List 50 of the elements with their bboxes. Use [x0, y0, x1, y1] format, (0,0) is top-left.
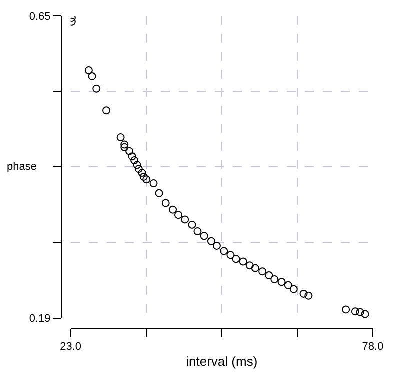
point	[304, 292, 313, 300]
point	[239, 258, 248, 266]
point	[120, 140, 129, 149]
point	[142, 176, 151, 184]
point	[138, 169, 146, 178]
point	[150, 180, 158, 188]
point	[251, 264, 260, 272]
point	[361, 310, 370, 318]
point	[130, 156, 139, 165]
x-tick-label: 78.0	[362, 341, 384, 354]
point	[278, 278, 286, 286]
point	[265, 272, 274, 280]
point	[226, 251, 235, 260]
point	[270, 275, 279, 284]
point	[194, 228, 202, 236]
point	[162, 199, 170, 208]
point	[88, 72, 96, 80]
point	[284, 281, 292, 290]
point	[134, 165, 143, 174]
point	[212, 242, 221, 250]
y-axis-title: phase	[7, 161, 37, 173]
point	[351, 308, 360, 316]
point	[116, 134, 125, 142]
point	[290, 285, 298, 294]
point	[181, 216, 190, 224]
point	[342, 306, 350, 314]
point	[102, 106, 111, 115]
point	[133, 161, 142, 170]
point	[92, 84, 101, 93]
point	[155, 189, 164, 198]
y-tick-label: 0.19	[29, 313, 51, 326]
point	[200, 232, 208, 240]
point	[246, 262, 254, 270]
point	[300, 290, 308, 298]
point	[84, 66, 93, 75]
point	[128, 152, 136, 161]
point	[232, 255, 240, 264]
point	[169, 206, 177, 214]
point	[258, 268, 267, 276]
point	[120, 143, 129, 152]
x-axis-title: interval (ms)	[186, 354, 258, 369]
point	[356, 308, 364, 316]
point	[220, 247, 228, 256]
point	[140, 172, 148, 181]
x-tick-label: 23.0	[60, 341, 82, 354]
point	[174, 211, 182, 220]
point	[126, 147, 134, 156]
point	[207, 237, 216, 246]
y-tick-label: 0.65	[29, 10, 51, 23]
point	[188, 220, 196, 229]
